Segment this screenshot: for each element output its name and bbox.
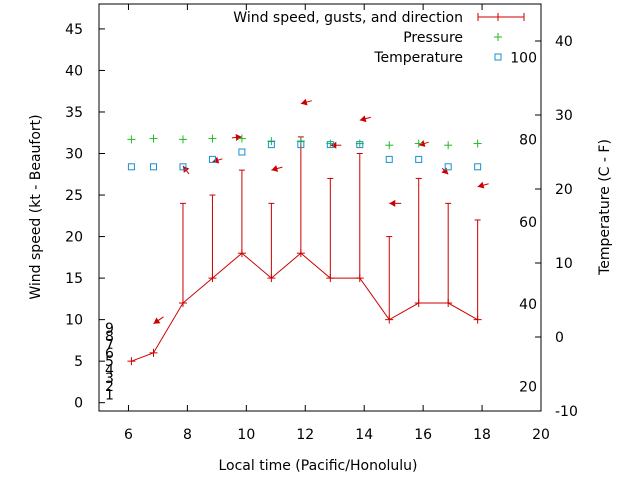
wind-direction-arrowhead [271, 165, 279, 172]
fahrenheit-label: 40 [519, 297, 537, 313]
x-axis-label: Local time (Pacific/Honolulu) [218, 458, 417, 474]
y-tick-label: 10 [65, 313, 83, 329]
y-tick-label: 20 [65, 230, 83, 246]
beaufort-label: 2 [105, 379, 114, 395]
y2-tick-label: 40 [555, 34, 573, 50]
temperature-point [127, 163, 135, 171]
fahrenheit-label: 60 [519, 215, 537, 231]
x-tick-label: 12 [296, 427, 314, 443]
temperature-point [238, 148, 246, 156]
temperature-point [297, 141, 305, 149]
x-tick-label: 14 [355, 427, 373, 443]
x-tick-label: 18 [473, 427, 491, 443]
y-tick-label: 40 [65, 63, 83, 79]
y-tick-label: 0 [74, 396, 83, 412]
beaufort-label: 1 [105, 387, 114, 403]
beaufort-label: 8 [105, 329, 114, 345]
y-tick-label: 15 [65, 271, 83, 287]
x-tick-label: 8 [183, 427, 192, 443]
wind-direction-arrowhead [441, 167, 449, 175]
fahrenheit-label: 100 [510, 50, 537, 66]
temperature-point [415, 155, 423, 163]
wind-direction-arrowhead [477, 181, 485, 189]
beaufort-label: 3 [105, 371, 114, 387]
x-tick-label: 6 [124, 427, 133, 443]
beaufort-label: 6 [105, 346, 114, 362]
fahrenheit-label: 80 [519, 133, 537, 149]
temperature-point [326, 141, 334, 149]
legend-label: Pressure [403, 30, 463, 46]
y-tick-label: 35 [65, 105, 83, 121]
x-tick-label: 16 [414, 427, 432, 443]
temperature-point [267, 141, 275, 149]
y2-axis-label: Temperature (C - F) [597, 139, 613, 276]
y2-tick-label: 10 [555, 256, 573, 272]
plot-frame [98, 3, 542, 412]
wind-direction-arrowhead [359, 115, 367, 123]
wind-direction-arrowhead [153, 317, 161, 324]
temperature-point [385, 155, 393, 163]
temperature-point [208, 155, 216, 163]
legend-label: Wind speed, gusts, and direction [233, 10, 463, 26]
y2-tick-label: 0 [555, 330, 564, 346]
y2-tick-label: -10 [555, 404, 578, 420]
fahrenheit-label: 20 [519, 379, 537, 395]
x-tick-label: 10 [237, 427, 255, 443]
wind-direction-arrowhead [235, 134, 242, 141]
beaufort-label: 5 [105, 354, 114, 370]
temperature-point [150, 163, 158, 171]
y-tick-label: 45 [65, 22, 83, 38]
beaufort-label: 7 [105, 338, 114, 354]
temperature-point [444, 163, 452, 171]
y-tick-label: 25 [65, 188, 83, 204]
temperature-point [474, 163, 482, 171]
legend-swatch [494, 53, 502, 61]
x-tick-label: 20 [532, 427, 550, 443]
wind-direction-arrowhead [389, 199, 396, 207]
beaufort-label: 4 [105, 362, 114, 378]
wind-direction-arrowhead [300, 98, 308, 106]
temperature-point [356, 141, 364, 149]
y-tick-label: 5 [74, 354, 83, 370]
y2-tick-label: 30 [555, 108, 573, 124]
legend-label: Temperature [373, 50, 463, 66]
y2-tick-label: 20 [555, 182, 573, 198]
beaufort-label: 9 [105, 321, 114, 337]
y-tick-label: 30 [65, 147, 83, 163]
y-axis-label: Wind speed (kt - Beaufort) [28, 114, 44, 299]
temperature-point [179, 163, 187, 171]
